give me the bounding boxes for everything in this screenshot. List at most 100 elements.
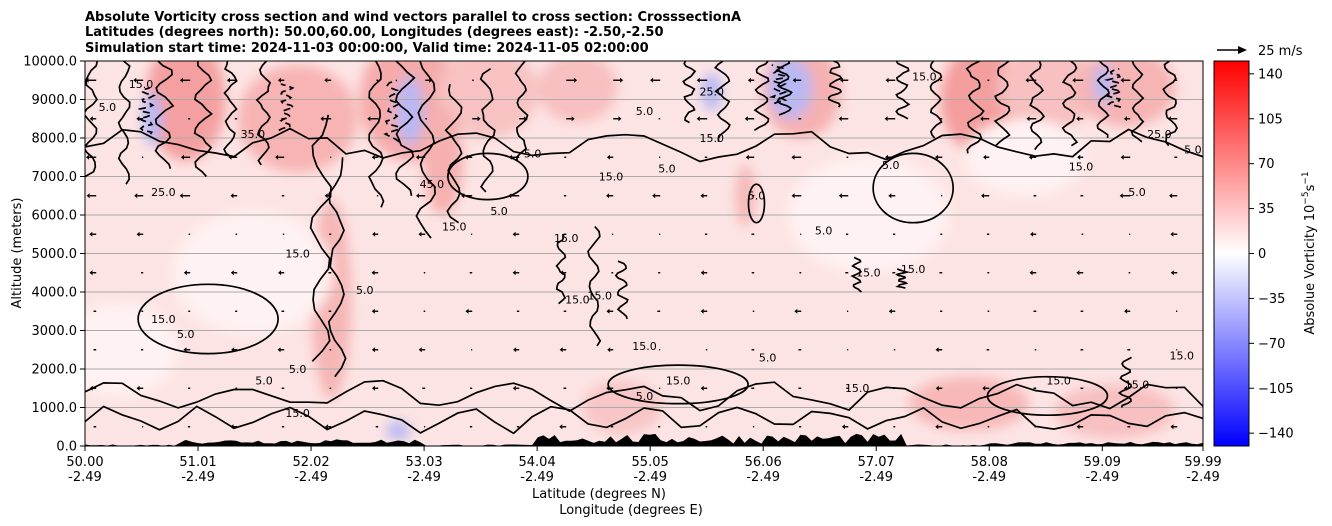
wind-vector-head xyxy=(136,385,140,391)
vorticity-patch-neutral xyxy=(172,211,333,335)
x-tick-label-longitude: -2.49 xyxy=(294,470,328,485)
wind-vector-head xyxy=(838,116,842,122)
contour-line xyxy=(895,268,911,289)
contour-label: 15.0 xyxy=(699,132,724,145)
wind-vector-head xyxy=(1072,77,1076,83)
contour-label: 5.0 xyxy=(636,105,654,118)
contour-line xyxy=(255,61,272,166)
colorbar-tick-label: 0 xyxy=(1258,247,1266,262)
quiver-key: 25 m/s xyxy=(1217,44,1303,59)
wind-vector-head xyxy=(888,308,892,314)
wind-vector-head xyxy=(325,424,329,430)
wind-vector-head xyxy=(134,193,138,199)
contour-line xyxy=(278,83,296,132)
wind-vector-head xyxy=(1030,231,1034,237)
wind-vector-head xyxy=(559,347,563,353)
contour-label: 5.0 xyxy=(177,328,195,341)
contour-line xyxy=(929,61,943,139)
wind-vector-head xyxy=(372,231,376,237)
contour-label: 15.0 xyxy=(599,170,624,183)
colorbar-tick-label: 70 xyxy=(1258,157,1275,172)
x-tick-label-latitude: 54.04 xyxy=(519,455,556,470)
contour-label: 5.0 xyxy=(815,224,833,237)
wind-vector-head xyxy=(885,77,889,83)
wind-vector-head xyxy=(1170,424,1174,430)
contour-line xyxy=(223,61,238,158)
wind-vector-head xyxy=(429,77,433,83)
wind-vector-head xyxy=(607,347,611,353)
wind-vector-head xyxy=(1120,77,1124,83)
wind-vector-head xyxy=(136,231,140,237)
contour-loop xyxy=(607,364,749,405)
wind-vector-head xyxy=(980,116,984,122)
contour-label: 15.0 xyxy=(1069,161,1094,174)
x-tick-label-latitude: 52.02 xyxy=(292,455,329,470)
contour-line xyxy=(444,83,463,224)
contour-line xyxy=(895,61,911,120)
wind-vector-head xyxy=(1077,154,1081,160)
wind-vector-head xyxy=(1169,193,1173,199)
wind-vector-head xyxy=(89,270,93,276)
contour-line xyxy=(555,234,567,305)
wind-vector-head xyxy=(416,193,420,199)
vorticity-patch-positive xyxy=(237,64,358,173)
wind-vector-head xyxy=(885,154,889,160)
contour-label: 5.0 xyxy=(490,205,508,218)
wind-vector-head xyxy=(1170,270,1174,276)
wind-vector-head xyxy=(86,154,90,160)
wind-vector-head xyxy=(696,116,700,122)
contour-label: 15.0 xyxy=(1169,349,1194,362)
x-tick-label-latitude: 58.08 xyxy=(971,455,1008,470)
wind-vector-head xyxy=(179,77,183,83)
wind-vector-head xyxy=(86,193,90,199)
wind-vector-head xyxy=(277,347,281,353)
contour-label: 35.0 xyxy=(241,128,266,141)
wind-vector-head xyxy=(1029,270,1033,276)
chart-title-line-2: Latitudes (degrees north): 50.00,60.00, … xyxy=(85,25,664,40)
x-tick-label-latitude: 59.09 xyxy=(1084,455,1121,470)
x-tick-label-latitude: 59.99 xyxy=(1184,455,1221,470)
wind-vector-head xyxy=(791,154,795,160)
x-tick-label-latitude: 51.01 xyxy=(179,455,216,470)
wind-vector-head xyxy=(745,154,749,160)
contour-line xyxy=(327,157,347,378)
contour-label: 15.0 xyxy=(588,290,613,303)
contour-line xyxy=(85,127,1203,163)
colorbar-label-unit: s xyxy=(1303,184,1318,191)
wind-vector-head xyxy=(133,77,137,83)
x-axis-label-latitude: Latitude (degrees N) xyxy=(532,487,666,502)
y-axis-label: Altitude (meters) xyxy=(10,198,25,309)
contour-line xyxy=(1104,67,1125,109)
wind-vector-head xyxy=(524,116,528,122)
wind-vector-head xyxy=(700,193,704,199)
y-tick-label: 5000.0 xyxy=(32,247,78,262)
contour-label: 15.0 xyxy=(565,294,590,307)
wind-vector-head xyxy=(230,193,234,199)
wind-vector-head xyxy=(477,116,481,122)
x-tick-label-longitude: -2.49 xyxy=(746,470,780,485)
wind-vector-head xyxy=(606,193,610,199)
contour-line xyxy=(714,61,731,142)
x-tick-label-longitude: -2.49 xyxy=(520,470,554,485)
wind-vector-head xyxy=(652,193,656,199)
colorbar-label-main: Absolue Vorticity 10 xyxy=(1303,205,1318,335)
wind-vector-head xyxy=(574,77,578,83)
wind-vector-head xyxy=(418,231,422,237)
wind-vector-head xyxy=(606,308,610,314)
wind-vector-head xyxy=(183,270,187,276)
contour-label: 25.0 xyxy=(699,86,724,99)
vorticity-patch-negative xyxy=(701,72,722,112)
contour-label: 25.0 xyxy=(1147,128,1172,141)
contour-line xyxy=(415,61,436,239)
wind-vector-head xyxy=(1167,116,1171,122)
wind-vector-head xyxy=(1026,116,1030,122)
x-tick-label-longitude: -2.49 xyxy=(407,470,441,485)
wind-vector-head xyxy=(371,270,375,276)
wind-vector-head xyxy=(792,77,796,83)
vorticity-patch-positive xyxy=(145,61,226,162)
wind-vector-head xyxy=(620,77,624,83)
contour-label: 15.0 xyxy=(912,70,937,83)
wind-vector-head xyxy=(508,154,512,160)
wind-vector-head xyxy=(231,347,235,353)
y-tick-label: 0.0 xyxy=(56,440,77,455)
